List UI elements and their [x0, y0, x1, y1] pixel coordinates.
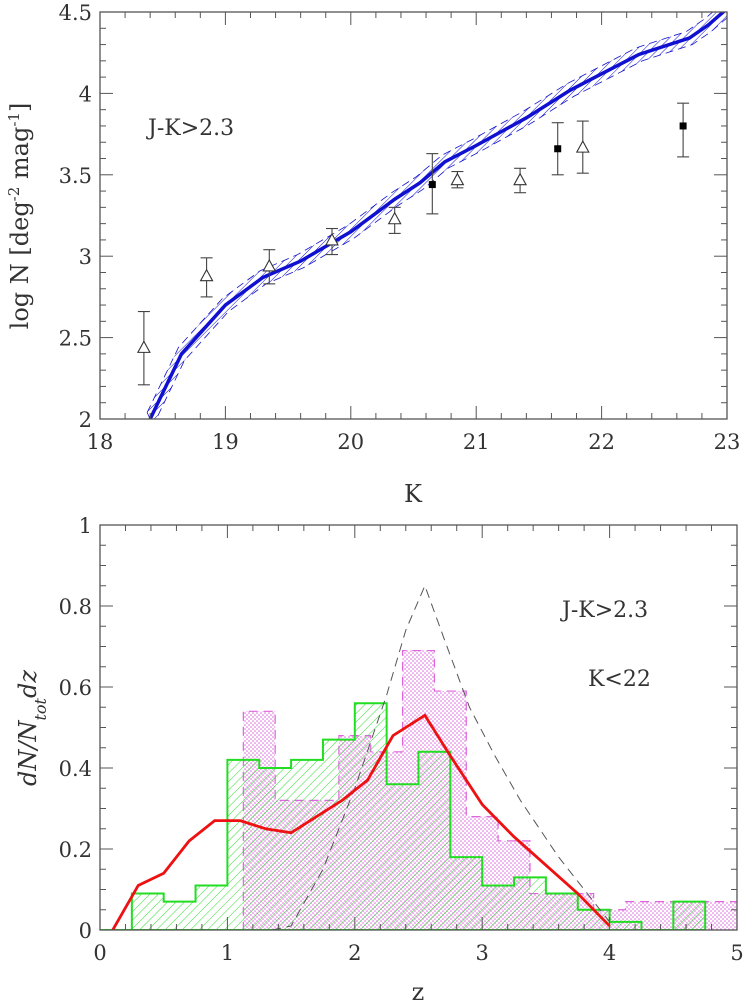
bottom-x-tick-label: 2	[348, 941, 361, 965]
bottom-y-tick-label: 0.4	[59, 757, 92, 781]
top-ticks	[99, 11, 728, 420]
top-x-tick-label: 18	[87, 430, 114, 454]
triangle-data-point	[199, 268, 214, 282]
top-y-tick-labels: 2 2.5 3 3.5 4 4.5	[59, 1, 92, 432]
red-model-line	[111, 713, 611, 930]
top-y-axis-label: log N [deg-2 mag-1]	[5, 103, 34, 330]
top-plot-frame	[99, 11, 728, 420]
top-y-tick-label: 3	[79, 245, 92, 269]
model-uncertainty-band	[146, 12, 727, 419]
bottom-x-tick-label: 0	[93, 941, 106, 965]
model-count-line	[148, 12, 726, 419]
bottom-y-tick-label: 0.8	[59, 595, 92, 619]
bottom-annotation-color-cut: J-K>2.3	[560, 598, 648, 623]
bottom-y-tick-label: 0.6	[59, 676, 92, 700]
top-panel: 18 19 20 21 22 23 2 2.5 3 3.5 4 4.5 K log N [deg-2…	[5, 1, 740, 508]
top-x-tick-label: 19	[212, 430, 239, 454]
top-x-tick-label: 22	[588, 430, 615, 454]
green-histogram	[100, 702, 707, 930]
bottom-x-axis-label: z	[412, 978, 425, 1004]
square-data-point	[428, 181, 436, 189]
bottom-y-tick-label: 0	[79, 919, 92, 943]
top-data-points	[136, 102, 690, 386]
top-y-tick-label: 4	[79, 82, 92, 106]
top-x-tick-label: 23	[714, 430, 741, 454]
square-data-point	[554, 145, 562, 153]
top-model-band	[146, 12, 727, 419]
top-annotation: J-K>2.3	[146, 116, 234, 141]
bottom-panel: 0 1 2 3 4 5 0 0.2 0.4 0.6 0.8 1 z dN/Ntotdz J-K>2.…	[14, 514, 744, 1004]
bottom-annotation-mag-cut: K<22	[588, 667, 651, 692]
top-y-tick-label: 3.5	[59, 164, 92, 188]
dashed-model-line	[271, 584, 610, 930]
triangle-data-point	[575, 139, 590, 153]
bottom-x-tick-label: 5	[730, 941, 743, 965]
bottom-ticks	[99, 524, 738, 931]
triangle-data-point	[513, 172, 528, 186]
top-x-tick-label: 21	[463, 430, 490, 454]
bottom-y-tick-label: 1	[79, 514, 92, 538]
top-x-axis-label: K	[404, 480, 423, 508]
bottom-y-tick-labels: 0 0.2 0.4 0.6 0.8 1	[59, 514, 92, 943]
bottom-x-tick-label: 3	[476, 941, 489, 965]
top-y-tick-label: 2.5	[59, 327, 92, 351]
top-x-tick-label: 20	[337, 430, 364, 454]
triangle-data-point	[325, 232, 339, 246]
top-x-tick-labels: 18 19 20 21 22 23	[87, 430, 741, 454]
triangle-data-point	[387, 211, 402, 225]
triangle-data-point	[136, 340, 151, 353]
bottom-x-tick-label: 1	[221, 941, 234, 965]
square-data-point	[679, 122, 687, 130]
bottom-x-tick-labels: 0 1 2 3 4 5	[93, 941, 743, 965]
top-y-tick-label: 2	[79, 408, 92, 432]
bottom-x-tick-label: 4	[603, 941, 616, 965]
bottom-y-tick-label: 0.2	[59, 838, 92, 862]
top-y-tick-label: 4.5	[59, 1, 92, 25]
triangle-data-point	[450, 172, 465, 186]
triangle-data-point	[262, 258, 277, 272]
bottom-y-axis-label: dN/Ntotdz	[14, 670, 50, 786]
